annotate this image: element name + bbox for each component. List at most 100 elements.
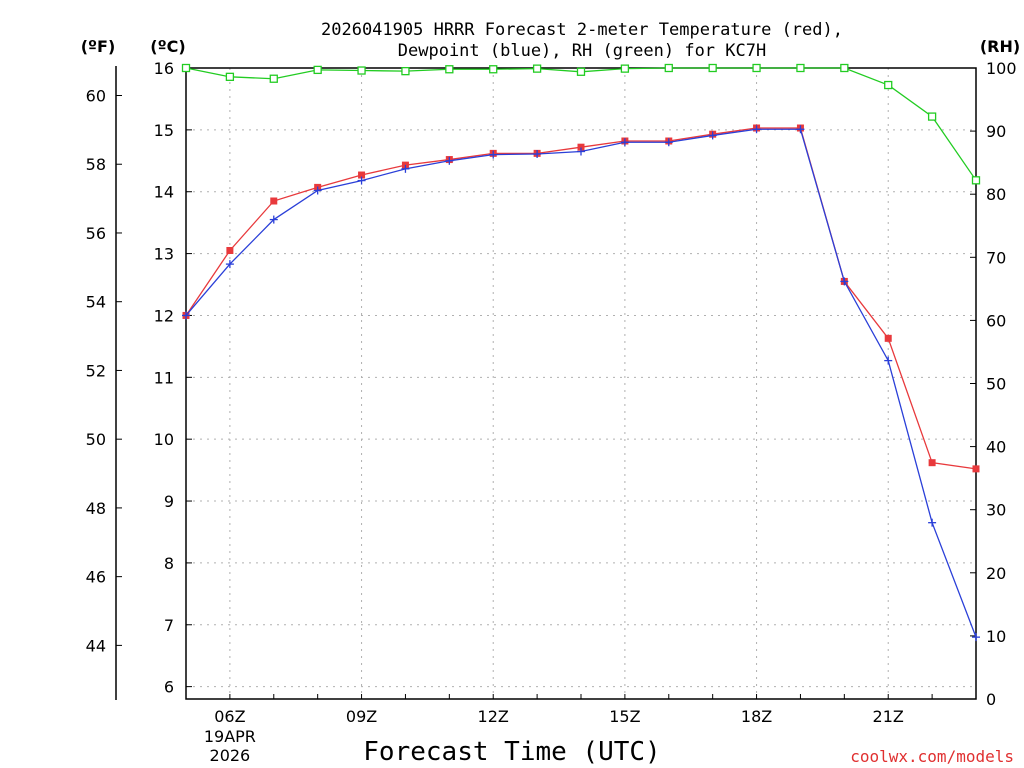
grid-lines bbox=[186, 68, 976, 699]
dewpoint-line bbox=[185, 128, 977, 638]
dewpoint-point bbox=[533, 149, 542, 158]
temperature-point bbox=[358, 171, 366, 179]
temperature-point bbox=[972, 465, 980, 473]
rh-point bbox=[840, 63, 849, 73]
x-tick-label: 21Z bbox=[873, 707, 904, 726]
celsius-tick-label: 9 bbox=[164, 492, 174, 511]
dewpoint-point bbox=[752, 125, 761, 134]
rh-point bbox=[796, 63, 805, 73]
dewpoint-point bbox=[313, 186, 322, 195]
data-series bbox=[181, 63, 981, 642]
x-tick-label: 12Z bbox=[478, 707, 509, 726]
dewpoint-point bbox=[269, 215, 278, 224]
temperature-point bbox=[928, 459, 936, 467]
dewpoint-point bbox=[840, 277, 849, 286]
dewpoint-point bbox=[182, 311, 190, 320]
rh-point bbox=[708, 63, 717, 73]
rh-point bbox=[752, 63, 761, 73]
dewpoint-point bbox=[225, 260, 234, 269]
rh-point bbox=[489, 65, 498, 74]
rh-point bbox=[532, 64, 542, 73]
celsius-tick-label: 16 bbox=[154, 59, 174, 78]
celsius-unit-label: (ºC) bbox=[150, 37, 185, 56]
celsius-tick-label: 6 bbox=[164, 678, 174, 697]
rh-tick-label: 40 bbox=[986, 438, 1006, 457]
rh-tick-label: 50 bbox=[986, 375, 1006, 394]
rh-tick-label: 0 bbox=[986, 690, 996, 709]
fahrenheit-tick-label: 54 bbox=[86, 293, 106, 312]
fahrenheit-tick-label: 48 bbox=[86, 499, 106, 518]
x-tick-label: 06Z bbox=[214, 707, 245, 726]
dewpoint-point bbox=[884, 356, 893, 365]
rh-point bbox=[313, 65, 322, 75]
celsius-tick-label: 12 bbox=[154, 306, 174, 325]
x-axis-label: Forecast Time (UTC) bbox=[363, 737, 660, 767]
dewpoint-point bbox=[796, 125, 805, 134]
rh-tick-label: 60 bbox=[986, 311, 1006, 330]
fahrenheit-tick-label: 50 bbox=[86, 430, 106, 449]
rh-point bbox=[445, 65, 454, 74]
celsius-tick-label: 15 bbox=[154, 121, 174, 140]
dewpoint-point bbox=[972, 633, 980, 642]
temperature-point bbox=[884, 334, 892, 342]
dewpoint-point bbox=[708, 131, 717, 140]
dewpoint-point bbox=[577, 147, 585, 156]
rh-tick-label: 80 bbox=[986, 185, 1006, 204]
celsius-tick-label: 14 bbox=[154, 183, 174, 202]
rh-point bbox=[269, 74, 278, 83]
rh-tick-label: 10 bbox=[986, 627, 1006, 646]
rh-tick-label: 90 bbox=[986, 122, 1006, 141]
rh-point bbox=[884, 80, 893, 90]
dewpoint-point bbox=[620, 138, 629, 147]
temperature-point bbox=[226, 246, 234, 254]
celsius-tick-label: 8 bbox=[164, 554, 174, 573]
temperature-point bbox=[577, 143, 585, 151]
celsius-tick-label: 10 bbox=[154, 430, 174, 449]
rh-tick-label: 100 bbox=[986, 59, 1017, 78]
rh-tick-label: 30 bbox=[986, 501, 1006, 520]
fahrenheit-tick-label: 56 bbox=[86, 224, 106, 243]
fahrenheit-tick-label: 46 bbox=[86, 568, 106, 587]
dewpoint-point bbox=[664, 138, 673, 147]
dewpoint-point bbox=[489, 150, 498, 159]
x-year-label: 2026 bbox=[210, 746, 251, 765]
rh-line bbox=[185, 67, 977, 181]
dewpoint-point bbox=[445, 156, 454, 165]
rh-point bbox=[576, 67, 586, 76]
rh-point bbox=[401, 67, 410, 76]
rh-point bbox=[620, 64, 630, 73]
fahrenheit-tick-label: 44 bbox=[86, 636, 106, 655]
chart-title-line1: 2026041905 HRRR Forecast 2-meter Tempera… bbox=[321, 20, 843, 40]
x-tick-label: 09Z bbox=[346, 707, 377, 726]
celsius-tick-label: 7 bbox=[164, 616, 174, 635]
x-tick-label: 18Z bbox=[741, 707, 772, 726]
dewpoint-point bbox=[928, 518, 937, 527]
temperature-point bbox=[270, 197, 278, 205]
axes bbox=[115, 66, 977, 700]
fahrenheit-tick-label: 60 bbox=[86, 86, 106, 105]
celsius-tick-label: 13 bbox=[154, 245, 174, 264]
fahrenheit-unit-label: (ºF) bbox=[81, 37, 116, 56]
rh-point bbox=[181, 63, 191, 73]
rh-unit-label: (RH) bbox=[980, 37, 1020, 56]
rh-point bbox=[357, 66, 366, 75]
rh-point bbox=[225, 72, 235, 81]
chart-title-line2: Dewpoint (blue), RH (green) for KC7H bbox=[398, 41, 766, 61]
fahrenheit-tick-label: 58 bbox=[86, 155, 106, 174]
fahrenheit-tick-label: 52 bbox=[86, 361, 106, 380]
x-date-label: 19APR bbox=[204, 727, 256, 746]
dewpoint-point bbox=[401, 164, 410, 173]
rh-point bbox=[664, 63, 673, 73]
x-tick-label: 15Z bbox=[609, 707, 640, 726]
credit-text: coolwx.com/models bbox=[850, 747, 1014, 766]
temperature-line bbox=[185, 127, 977, 470]
plot-frame bbox=[185, 67, 977, 700]
rh-tick-label: 70 bbox=[986, 248, 1006, 267]
rh-tick-label: 20 bbox=[986, 564, 1006, 583]
rh-point bbox=[971, 176, 981, 185]
dewpoint-point bbox=[357, 176, 366, 185]
rh-point bbox=[927, 112, 937, 121]
celsius-tick-label: 11 bbox=[154, 368, 174, 387]
tick-labels: 6 7 8 9 10 11 12 13 14 15 16 44 46 48 50 52 54 56 58 60 0 10 2… bbox=[86, 59, 1017, 765]
